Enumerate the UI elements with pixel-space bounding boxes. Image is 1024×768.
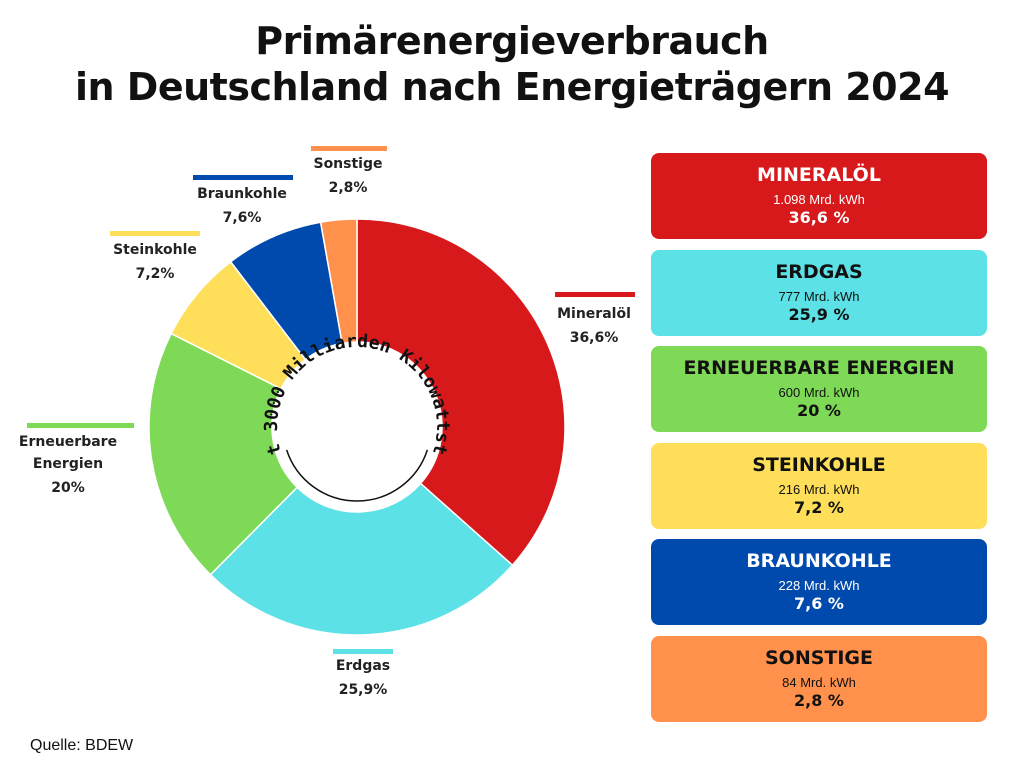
card-steinkohle: STEINKOHLE 216 Mrd. kWh 7,2 % xyxy=(651,442,987,529)
card-erneuerbare-energien: ERNEUERBARE ENERGIEN 600 Mrd. kWh 20 % xyxy=(651,346,987,433)
card-sonstige: SONSTIGE 84 Mrd. kWh 2,8 % xyxy=(651,636,987,722)
card-value: 777 Mrd. kWh xyxy=(778,288,860,304)
card-value: 216 Mrd. kWh xyxy=(778,481,860,497)
slice-label-erneuerbare: Erneuerbare Energien xyxy=(19,434,117,472)
label-bar-mineraloel xyxy=(555,292,635,297)
slice-label-mineraloel: Mineralöl xyxy=(557,306,631,322)
chart-title: Primärenergieverbrauch in Deutschland na… xyxy=(0,18,1024,110)
card-name: SONSTIGE xyxy=(764,647,874,669)
label-bar-sonstige xyxy=(311,146,387,151)
donut-hole xyxy=(272,342,442,512)
slice-label-braunkohle: Braunkohle xyxy=(197,186,287,202)
card-value: 600 Mrd. kWh xyxy=(778,385,860,401)
label-bar-erdgas xyxy=(333,649,393,654)
card-percent: 7,6 % xyxy=(794,594,844,614)
slice-label-erdgas: Erdgas xyxy=(336,658,390,674)
hole-arc xyxy=(285,449,429,502)
card-name: STEINKOHLE xyxy=(752,453,886,476)
card-name: MINERALÖL xyxy=(757,164,881,186)
slice-label-sonstige: Sonstige xyxy=(313,156,382,172)
slice-pct-braunkohle: 7,6% xyxy=(223,210,262,226)
card-name: BRAUNKOHLE xyxy=(746,550,892,573)
card-mineralöl: MINERALÖL 1.098 Mrd. kWh 36,6 % xyxy=(651,153,987,239)
label-bar-erneuerbare xyxy=(27,423,134,428)
slice-pct-erneuerbare: 20% xyxy=(51,480,85,496)
card-value: 228 Mrd. kWh xyxy=(778,578,860,594)
card-value: 1.098 Mrd. kWh xyxy=(773,192,865,207)
slice-pct-sonstige: 2,8% xyxy=(329,180,368,196)
donut-chart: Mineralöl 36,6% Erdgas 25,9% Erneuerbare Ener… xyxy=(0,130,635,698)
label-bar-steinkohle xyxy=(110,231,200,236)
slice-pct-erdgas: 25,9% xyxy=(339,682,388,698)
card-percent: 36,6 % xyxy=(788,208,850,227)
title-line-2: in Deutschland nach Energieträgern 2024 xyxy=(74,65,950,109)
source-note: Quelle: BDEW xyxy=(30,737,134,754)
slice-label-steinkohle: Steinkohle xyxy=(113,242,197,258)
card-name: ERDGAS xyxy=(775,260,863,283)
card-percent: 7,2 % xyxy=(794,497,844,517)
card-value: 84 Mrd. kWh xyxy=(782,675,856,690)
title-line-1: Primärenergieverbrauch xyxy=(255,19,769,63)
card-erdgas: ERDGAS 777 Mrd. kWh 25,9 % xyxy=(651,249,987,336)
card-name: ERNEUERBARE ENERGIEN xyxy=(683,357,955,380)
card-percent: 25,9 % xyxy=(788,304,850,324)
card-braunkohle: BRAUNKOHLE 228 Mrd. kWh 7,6 % xyxy=(651,539,987,626)
label-bar-braunkohle xyxy=(193,175,293,180)
card-percent: 2,8 % xyxy=(794,691,844,710)
slice-pct-mineraloel: 36,6% xyxy=(570,330,619,346)
card-percent: 20 % xyxy=(797,401,841,421)
slice-pct-steinkohle: 7,2% xyxy=(136,266,175,282)
